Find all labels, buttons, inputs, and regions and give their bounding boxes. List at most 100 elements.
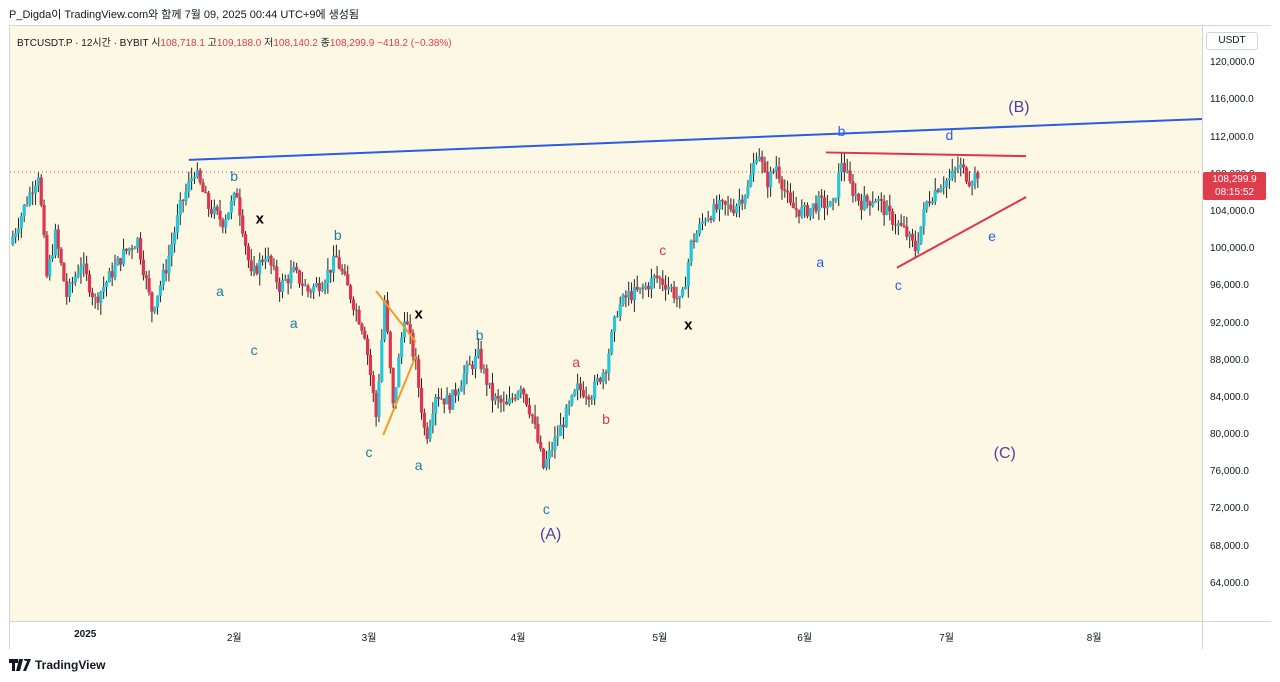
candle-body <box>150 292 154 312</box>
candle-body <box>899 223 903 226</box>
price-chart[interactable] <box>10 26 1202 621</box>
candle-body <box>465 364 469 374</box>
candle-body <box>235 192 239 198</box>
candle-body <box>434 396 438 414</box>
candle-body <box>102 286 106 292</box>
candle-body <box>539 442 543 449</box>
candle-body <box>576 383 580 391</box>
brand-name: TradingView <box>35 658 106 672</box>
candle-body <box>624 295 628 298</box>
candle-body <box>343 271 347 275</box>
candle-body <box>939 187 943 192</box>
candle-body <box>252 265 256 272</box>
candle-body <box>644 285 648 289</box>
candle-body <box>527 405 531 415</box>
candle-body <box>502 401 506 403</box>
wave-label: a <box>572 353 581 370</box>
currency-button[interactable]: USDT <box>1206 32 1258 50</box>
candle-body <box>649 278 654 290</box>
candle-body <box>944 180 949 187</box>
candle-body <box>366 338 370 356</box>
candle-body <box>243 233 248 246</box>
price-axis[interactable] <box>1202 26 1271 621</box>
candle-body <box>828 201 832 207</box>
candle-body <box>729 204 733 210</box>
wave-label: c <box>365 443 373 460</box>
triangle-lower-line[interactable] <box>896 196 1027 269</box>
tradingview-footer[interactable]: TradingView <box>9 658 105 672</box>
candle-body <box>113 265 117 278</box>
candle-body <box>766 172 770 188</box>
candle-body <box>760 156 764 162</box>
candle-body <box>587 396 591 400</box>
candle-body <box>902 225 906 227</box>
candle-body <box>337 257 341 269</box>
candle-body <box>190 178 194 182</box>
candle-body <box>717 200 722 210</box>
orange-wedge-top[interactable] <box>375 290 417 343</box>
candle-body <box>678 296 682 299</box>
candle-body <box>709 218 713 220</box>
orange-wedge-bottom[interactable] <box>382 355 417 436</box>
candle-body <box>331 255 336 273</box>
candle-body <box>448 395 452 410</box>
candle-body <box>751 162 756 175</box>
price-tick-label: 116,000.0 <box>1210 94 1254 106</box>
candle-body <box>45 235 49 277</box>
candle-body <box>723 201 727 205</box>
time-tick-label: 2월 <box>226 633 242 644</box>
candle-body <box>289 271 293 284</box>
candle-body <box>839 163 844 173</box>
candle-body <box>598 378 602 383</box>
candle-body <box>82 263 86 267</box>
candle-body <box>192 176 197 179</box>
candle-body <box>482 368 486 370</box>
candle-body <box>876 199 881 202</box>
candle-body <box>942 186 946 188</box>
candle-body <box>689 240 693 263</box>
candle-body <box>885 205 889 216</box>
candle-body <box>593 381 597 399</box>
candle-body <box>323 283 327 290</box>
candle-body <box>263 258 268 262</box>
candle-body <box>834 197 838 201</box>
candle-body <box>490 382 495 401</box>
candle-body <box>462 373 466 387</box>
candle-body <box>970 183 974 187</box>
wave-label: x <box>414 305 423 323</box>
time-axis[interactable] <box>10 621 1202 649</box>
candle-body <box>218 210 222 220</box>
candle-body <box>232 192 236 201</box>
low-label: 저 <box>264 38 274 49</box>
wave-label: c <box>542 500 550 517</box>
candle-body <box>854 193 858 196</box>
wave-label: a <box>289 314 298 331</box>
candle-body <box>283 279 287 281</box>
candle-body <box>195 170 199 177</box>
candle-body <box>79 266 83 274</box>
candle-body <box>629 291 634 301</box>
open-label: 시 <box>151 38 161 49</box>
candle-body <box>947 178 952 181</box>
candle-body <box>173 232 177 245</box>
candle-body <box>808 208 812 217</box>
candle-body <box>380 339 384 382</box>
candle-body <box>33 185 38 194</box>
candle-body <box>340 268 344 272</box>
candle-body <box>950 170 954 179</box>
candle-body <box>468 364 472 366</box>
candle-body <box>737 199 741 206</box>
candle-body <box>959 164 963 168</box>
candle-body <box>856 193 861 201</box>
triangle-upper-line[interactable] <box>825 151 1027 158</box>
candle-body <box>292 266 296 272</box>
candle-body <box>578 383 583 390</box>
candle-body <box>726 204 730 206</box>
blue-resistance-line[interactable] <box>188 117 1202 161</box>
candle-body <box>891 211 895 225</box>
candle-body <box>661 278 665 285</box>
bar-countdown: 08:15:52 <box>1215 187 1254 198</box>
candle-body <box>627 291 631 298</box>
candle-body <box>874 201 878 203</box>
plot-area[interactable] <box>10 26 1202 621</box>
